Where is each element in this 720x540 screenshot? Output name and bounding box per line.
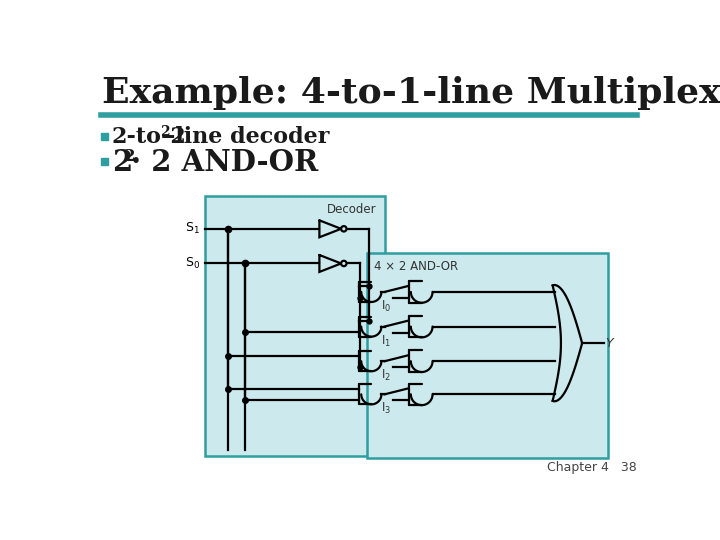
Text: · 2 AND-OR: · 2 AND-OR (131, 148, 318, 177)
Text: 2: 2 (112, 148, 132, 177)
Text: 2: 2 (160, 125, 169, 139)
Text: I$_2$: I$_2$ (382, 368, 392, 383)
Text: Y: Y (606, 336, 613, 350)
Text: -line decoder: -line decoder (166, 126, 329, 148)
Bar (101, 158, 108, 165)
FancyBboxPatch shape (367, 253, 608, 457)
Text: I$_3$: I$_3$ (382, 401, 392, 416)
Text: S$_1$: S$_1$ (185, 221, 200, 237)
Text: 4 × 2 AND-OR: 4 × 2 AND-OR (374, 260, 458, 273)
Text: 2-to-2: 2-to-2 (112, 126, 186, 148)
FancyBboxPatch shape (204, 195, 384, 456)
Text: S$_0$: S$_0$ (185, 256, 200, 271)
Text: Example: 4-to-1-line Multiplexer: Example: 4-to-1-line Multiplexer (102, 76, 720, 110)
Bar (101, 133, 108, 140)
Text: Chapter 4   38: Chapter 4 38 (547, 462, 637, 475)
Text: I$_1$: I$_1$ (382, 333, 392, 348)
Text: I$_0$: I$_0$ (382, 299, 392, 314)
Text: Decoder: Decoder (327, 204, 377, 217)
Text: 2: 2 (124, 148, 136, 165)
